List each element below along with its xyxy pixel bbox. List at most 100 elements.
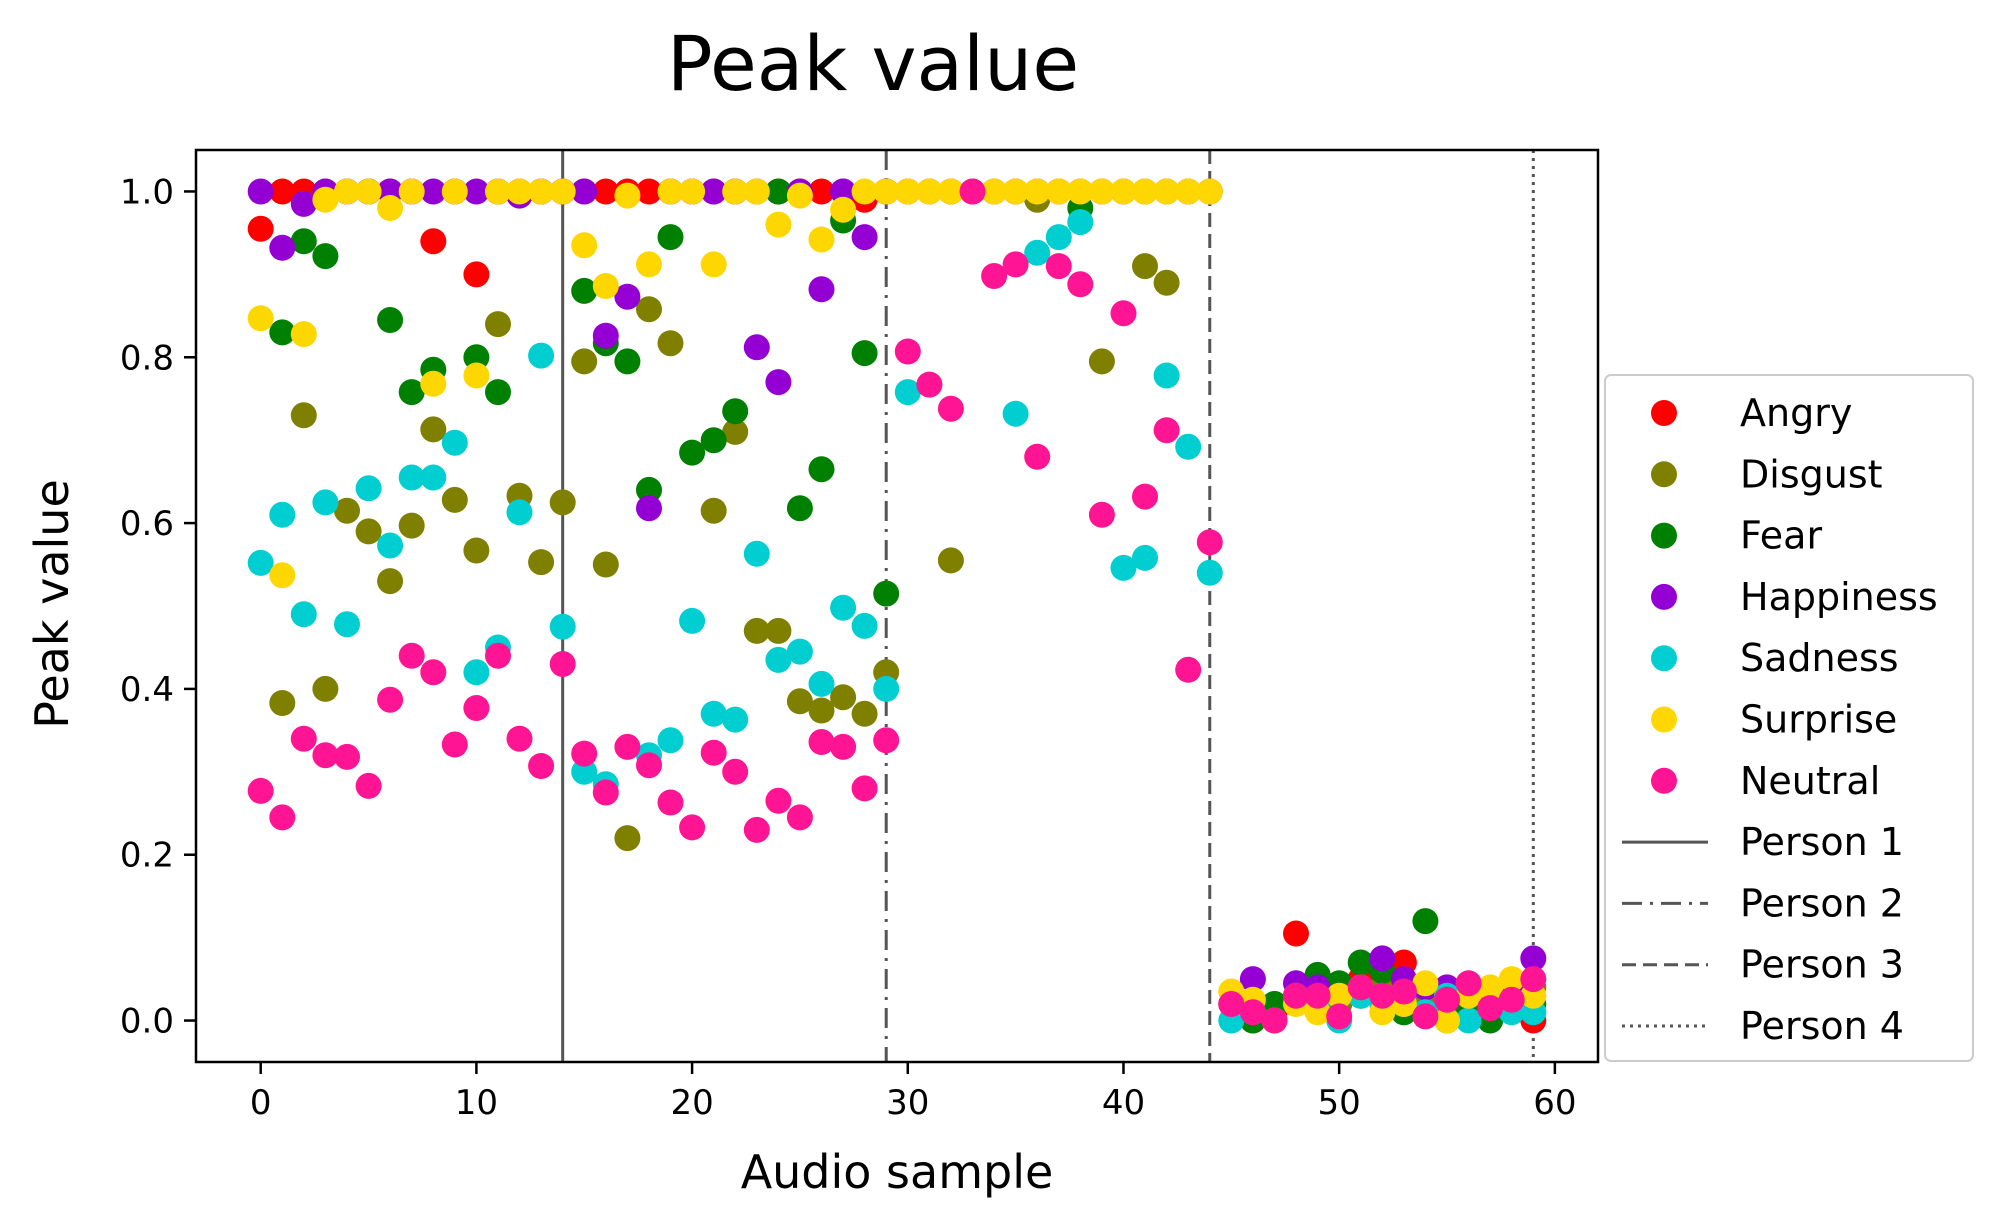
point-happiness	[1239, 966, 1266, 993]
legend-marker-happiness	[1651, 583, 1677, 610]
point-sadness	[377, 532, 404, 559]
legend-label: Person 1	[1740, 820, 1904, 864]
point-angry	[463, 261, 490, 288]
point-surprise	[981, 178, 1008, 205]
point-happiness	[808, 276, 835, 303]
point-fear	[571, 277, 598, 304]
point-neutral	[1045, 253, 1072, 280]
point-disgust	[334, 497, 360, 524]
point-fear	[377, 307, 404, 333]
point-neutral	[1283, 982, 1309, 1009]
point-neutral	[786, 804, 813, 831]
point-fear	[808, 456, 835, 483]
point-happiness	[765, 369, 792, 396]
legend-label: Angry	[1740, 391, 1852, 435]
point-surprise	[657, 178, 684, 205]
point-disgust	[592, 551, 619, 578]
point-fear	[1347, 949, 1374, 976]
legend-label: Happiness	[1740, 575, 1938, 619]
point-surprise	[312, 186, 339, 213]
point-neutral	[290, 725, 317, 752]
point-surprise	[700, 251, 727, 278]
point-neutral	[485, 642, 511, 669]
point-angry	[1283, 920, 1309, 947]
point-fear	[485, 379, 511, 406]
point-fear	[851, 340, 878, 367]
point-surprise	[873, 178, 900, 205]
point-disgust	[722, 418, 749, 445]
point-neutral	[1153, 417, 1180, 444]
point-surprise	[463, 362, 490, 389]
legend-label: Neutral	[1740, 759, 1880, 803]
point-surprise	[1175, 178, 1202, 205]
y-tick-label: 0.0	[120, 1002, 174, 1042]
point-neutral	[1326, 1003, 1353, 1030]
point-fear	[614, 348, 641, 375]
point-neutral	[571, 740, 598, 767]
legend-label: Surprise	[1740, 698, 1897, 742]
point-happiness	[463, 178, 490, 205]
point-neutral	[1110, 300, 1137, 327]
x-axis-label: Audio sample	[741, 1145, 1054, 1199]
point-surprise	[1434, 1007, 1460, 1034]
legend-marker-disgust	[1651, 461, 1677, 488]
point-sadness	[1110, 554, 1137, 581]
point-fear	[1412, 908, 1439, 935]
point-fear	[463, 344, 490, 371]
point-sadness	[355, 475, 382, 502]
point-surprise	[1498, 966, 1525, 993]
point-surprise	[1326, 982, 1353, 1009]
point-sadness	[1153, 362, 1180, 389]
point-sadness	[743, 540, 770, 567]
point-surprise	[1132, 178, 1158, 205]
point-neutral	[679, 814, 706, 841]
point-fear	[786, 495, 813, 522]
point-surprise	[743, 178, 770, 205]
point-sadness	[247, 549, 274, 576]
point-happiness	[571, 178, 598, 205]
y-axis-label: Peak value	[25, 479, 79, 729]
point-neutral	[269, 804, 296, 831]
point-surprise	[571, 232, 598, 259]
point-surprise	[420, 370, 447, 397]
point-surprise	[1110, 178, 1137, 205]
point-disgust	[765, 617, 792, 644]
point-fear	[679, 439, 706, 466]
legend-marker-fear	[1651, 522, 1677, 549]
point-neutral	[1390, 978, 1417, 1005]
point-fear	[722, 398, 749, 425]
legend-marker-neutral	[1651, 767, 1677, 794]
point-surprise	[1002, 178, 1029, 205]
point-disgust	[808, 697, 835, 724]
point-neutral	[1002, 251, 1029, 278]
point-sadness	[1175, 433, 1202, 460]
legend-label: Person 3	[1740, 943, 1904, 987]
point-neutral	[1477, 995, 1504, 1022]
legend-label: Disgust	[1740, 452, 1883, 496]
point-happiness	[743, 334, 770, 361]
point-surprise	[290, 321, 317, 348]
point-neutral	[377, 686, 404, 713]
y-tick-label: 1.0	[120, 172, 174, 212]
point-surprise	[1024, 178, 1051, 205]
point-happiness	[247, 178, 274, 205]
point-disgust	[1132, 253, 1158, 280]
point-surprise	[636, 251, 662, 278]
point-surprise	[1067, 178, 1094, 205]
point-sadness	[441, 429, 468, 456]
point-happiness	[290, 190, 317, 217]
point-neutral	[355, 772, 382, 799]
point-neutral	[398, 642, 425, 669]
plot-area: 0 10 20 30 40 50 60 0.0 0.2 0.4 0.6 0.8 1.0	[120, 148, 1600, 1123]
point-sadness	[679, 607, 706, 634]
point-neutral	[1455, 970, 1482, 997]
point-surprise	[506, 178, 533, 205]
point-sadness	[830, 594, 857, 621]
point-disgust	[571, 348, 598, 375]
point-angry	[808, 178, 835, 205]
point-sadness	[398, 464, 425, 491]
y-tick-label: 0.8	[120, 338, 174, 378]
point-disgust	[657, 330, 684, 357]
point-surprise	[1088, 178, 1115, 205]
point-sadness	[722, 706, 749, 733]
